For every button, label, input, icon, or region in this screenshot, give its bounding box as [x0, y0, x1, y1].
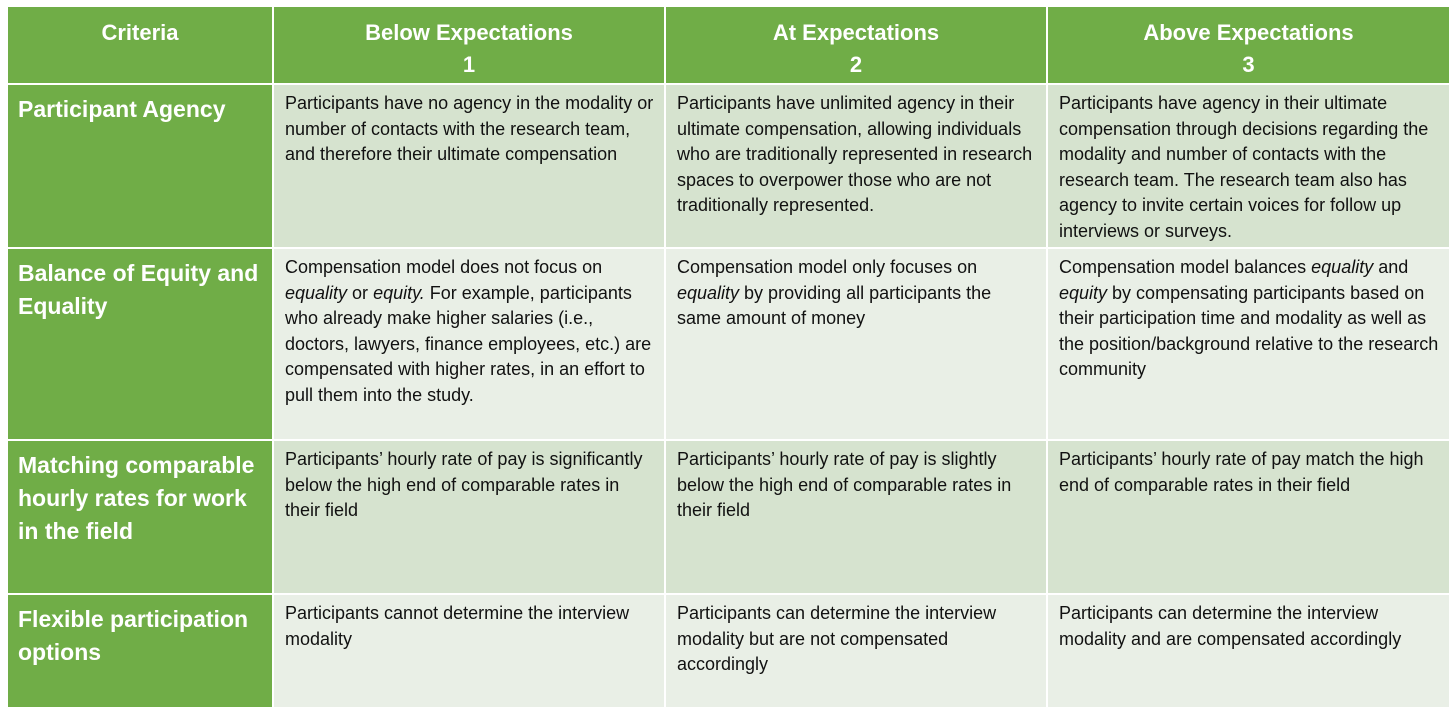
header-row: Criteria Below Expectations 1 At Expecta…: [6, 5, 1451, 85]
header-above-expectations: Above Expectations 3: [1046, 5, 1451, 85]
header-below-score: 1: [462, 52, 476, 77]
header-criteria-label: Criteria: [101, 20, 179, 45]
cell-at: Participants have unlimited agency in th…: [664, 83, 1048, 249]
cell-above: Participants can determine the interview…: [1046, 593, 1451, 709]
header-at-title: At Expectations: [772, 20, 940, 45]
cell-text: Compensation model only focuses on: [677, 257, 978, 277]
table-row: Participant Agency Participants have no …: [6, 83, 1451, 249]
cell-text: and: [1373, 257, 1409, 277]
header-above-score: 3: [1242, 52, 1255, 77]
header-below-expectations: Below Expectations 1: [272, 5, 666, 85]
cell-at: Compensation model only focuses on equal…: [664, 247, 1048, 441]
cell-above: Participants’ hourly rate of pay match t…: [1046, 439, 1451, 595]
cell-text: or: [347, 282, 374, 303]
cell-text: Compensation model balances: [1059, 257, 1312, 277]
cell-text: Compensation model does not focus on: [285, 257, 603, 277]
cell-text: For example, participants who already ma…: [285, 282, 652, 405]
cell-at: Participants’ hourly rate of pay is slig…: [664, 439, 1048, 595]
header-at-score: 2: [849, 52, 863, 77]
cell-at: Participants can determine the interview…: [664, 593, 1048, 709]
criteria-balance-equity-equality: Balance of Equity and Equality: [6, 247, 274, 441]
cell-above: Compensation model balances equality and…: [1046, 247, 1451, 441]
table-row: Flexible participation options Participa…: [6, 593, 1451, 709]
cell-emphasis: equity: [1059, 282, 1108, 303]
cell-text: by compensating participants based on th…: [1059, 282, 1439, 380]
header-above-title: Above Expectations: [1143, 20, 1354, 45]
cell-emphasis: equality: [677, 282, 740, 303]
cell-below: Participants’ hourly rate of pay is sign…: [272, 439, 666, 595]
header-criteria: Criteria: [6, 5, 274, 85]
cell-below: Participants cannot determine the interv…: [272, 593, 666, 709]
cell-emphasis: equality: [1311, 257, 1374, 277]
cell-text: by providing all participants the same a…: [677, 282, 992, 329]
header-at-expectations: At Expectations 2: [664, 5, 1048, 85]
cell-emphasis: equality: [285, 282, 348, 303]
header-below-title: Below Expectations: [365, 20, 573, 45]
cell-below: Participants have no agency in the modal…: [272, 83, 666, 249]
cell-emphasis: equity.: [373, 282, 425, 303]
criteria-flexible-participation: Flexible participation options: [6, 593, 274, 709]
cell-above: Participants have agency in their ultima…: [1046, 83, 1451, 249]
table-row: Balance of Equity and Equality Compensat…: [6, 247, 1451, 441]
rubric-table: Criteria Below Expectations 1 At Expecta…: [6, 5, 1451, 709]
criteria-participant-agency: Participant Agency: [6, 83, 274, 249]
criteria-matching-hourly-rates: Matching comparable hourly rates for wor…: [6, 439, 274, 595]
table-row: Matching comparable hourly rates for wor…: [6, 439, 1451, 595]
cell-below: Compensation model does not focus on equ…: [272, 247, 666, 441]
